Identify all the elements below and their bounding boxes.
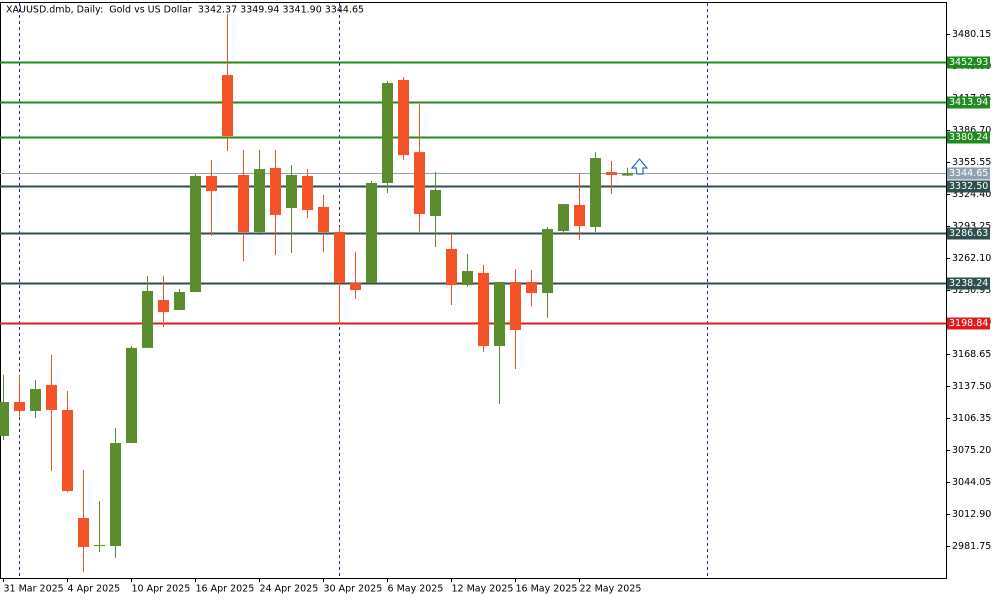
candle-body: [30, 388, 41, 411]
x-tick-label: 22 May 2025: [580, 584, 642, 595]
y-tick-label: 3480.15: [952, 29, 991, 40]
candle-body: [446, 248, 457, 286]
y-tick-label: 2981.75: [952, 541, 991, 552]
candle-body: [254, 169, 265, 233]
candle-body: [78, 518, 89, 547]
level-label-bg: [947, 56, 990, 69]
x-tick-label: 4 Apr 2025: [68, 584, 121, 595]
candle-body: [462, 271, 473, 286]
candle-body: [478, 273, 489, 347]
level-label: 3380.24: [949, 132, 988, 143]
level-label-bg: [947, 131, 990, 144]
candle-body: [350, 282, 361, 290]
y-tick-label: 3293.25: [952, 221, 991, 232]
candle-body: [366, 183, 377, 283]
candle-body: [94, 545, 105, 547]
candle-body: [238, 174, 249, 233]
candle-body: [46, 384, 57, 410]
level-label: 3332.50: [949, 181, 988, 192]
y-tick-label: 3386.70: [952, 125, 991, 136]
level-label-bg: [947, 317, 990, 330]
level-label: 3286.63: [949, 228, 988, 239]
candle-body: [606, 172, 617, 175]
x-tick-label: 6 May 2025: [388, 584, 444, 595]
level-label: 3413.94: [949, 97, 988, 108]
candle-body: [126, 347, 137, 444]
candle-body: [158, 300, 169, 313]
level-label-bg: [947, 227, 990, 240]
candles: [0, 14, 633, 573]
candle-body: [14, 402, 25, 411]
candle-body: [414, 152, 425, 215]
y-tick-label: 3012.90: [952, 509, 991, 520]
candle-body: [0, 402, 9, 437]
x-tick-label: 16 Apr 2025: [196, 584, 255, 595]
candle-body: [110, 443, 121, 547]
candle-body: [222, 75, 233, 137]
buy-arrow-icon: [630, 158, 649, 175]
current-price-label-bg: [947, 167, 990, 180]
candle-body: [590, 158, 601, 227]
level-labels: 3452.93 3413.94 3380.24 3332.50 3286.63 3238.…: [947, 56, 990, 330]
y-tick-label: 3168.65: [952, 349, 991, 360]
candle-body: [526, 281, 537, 294]
candle-body: [494, 281, 505, 347]
level-label-bg: [947, 277, 990, 290]
candle-body: [190, 176, 201, 293]
y-tick-label: 3106.35: [952, 413, 991, 424]
candle-body: [382, 83, 393, 184]
level-label: 3238.24: [949, 278, 988, 289]
level-label: 3198.84: [949, 318, 988, 329]
x-tick-label: 12 May 2025: [452, 584, 514, 595]
candle-body: [430, 189, 441, 216]
y-tick-label: 3044.05: [952, 477, 991, 488]
candle-body: [398, 79, 409, 156]
candle-body: [622, 173, 633, 176]
candle-body: [302, 176, 313, 211]
x-tick-label: 24 Apr 2025: [260, 584, 319, 595]
current-price-label: 3344.65: [949, 168, 988, 179]
candle-body: [558, 204, 569, 231]
x-tick-label: 30 Apr 2025: [324, 584, 383, 595]
level-label-bg: [947, 96, 990, 109]
x-tick-label: 31 Mar 2025: [4, 584, 64, 595]
candle-body: [142, 290, 153, 348]
candle-body: [574, 204, 585, 227]
candle-body: [334, 232, 345, 283]
x-tick-label: 16 May 2025: [516, 584, 578, 595]
candle-body: [510, 281, 521, 331]
y-tick-label: 3075.20: [952, 445, 991, 456]
x-tick-label: 10 Apr 2025: [132, 584, 191, 595]
y-tick-label: 3230.95: [952, 285, 991, 296]
candle-body: [286, 174, 297, 208]
y-tick-label: 3324.40: [952, 189, 991, 200]
candle-body: [206, 176, 217, 192]
chart-title: XAUUSD.dmb, Daily: Gold vs US Dollar 334…: [6, 5, 364, 16]
y-tick-label: 3262.10: [952, 253, 991, 264]
candle-body: [270, 168, 281, 215]
y-tick-label: 3137.50: [952, 381, 991, 392]
candle-body: [318, 206, 329, 233]
candle-body: [542, 229, 553, 294]
level-label-bg: [947, 180, 990, 193]
level-label: 3452.93: [949, 57, 988, 68]
candle-body: [62, 409, 73, 491]
candle-body: [174, 292, 185, 310]
y-tick-label: 3355.55: [952, 157, 991, 168]
